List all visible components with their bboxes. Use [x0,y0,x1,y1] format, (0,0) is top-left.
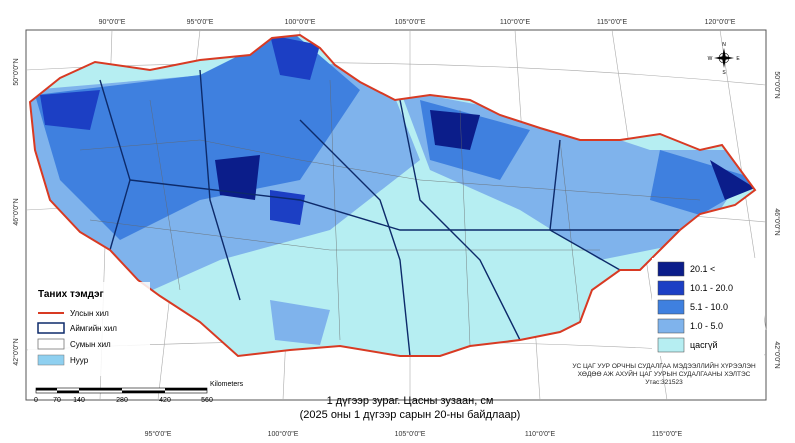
graticule-label: 50°0'0"N [773,71,781,98]
scale-tick-label: 0 [34,397,38,404]
scale-unit: Kilometers [210,381,244,388]
graticule-label: 95°0'0"E [187,18,214,26]
graticule-label: 120°0'0"E [705,18,736,26]
snow-legend-item: 1.0 - 5.0 [690,321,723,331]
graticule-label: 90°0'0"E [99,18,126,26]
scale-tick-label: 560 [201,397,213,404]
legend-item: Аймгийн хил [70,324,117,333]
credit-line: УС ЦАГ УУР ОРЧНЫ СУДАЛГАА МЭДЭЭЛЛИЙН ХҮР… [572,361,756,370]
snow-legend-item: 10.1 - 20.0 [690,283,733,293]
graticule-label: 42°0'0"N [773,341,781,368]
graticule-label: 95°0'0"E [145,430,172,438]
scale-tick-label: 140 [73,397,85,404]
graticule-label: 110°0'0"E [500,18,531,26]
compass-w: W [708,56,713,62]
graticule-label: 100°0'0"E [268,430,299,438]
snow-legend-item: 5.1 - 10.0 [690,302,728,312]
compass-n: N [722,42,726,48]
scale-tick-label: 280 [116,397,128,404]
graticule-label: 100°0'0"E [285,18,316,26]
legend-title: Таних тэмдэг [38,289,104,300]
compass: N S E W [708,42,741,76]
caption: 1 дүгээр зураг. Цасны зузаан, см (2025 о… [300,395,521,421]
graticule-label: 42°0'0"N [12,338,20,365]
legend-item: Нуур [70,356,89,365]
graticule-label: 115°0'0"E [652,430,683,438]
scale-tick-label: 420 [159,397,171,404]
graticule-label: 46°0'0"N [12,198,20,225]
graticule-label: 105°0'0"E [395,430,426,438]
credit: УС ЦАГ УУР ОРЧНЫ СУДАЛГАА МЭДЭЭЛЛИЙН ХҮР… [572,361,756,386]
compass-s: S [722,70,726,76]
snow-legend-item: цасгүй [690,340,717,350]
graticule-label: 110°0'0"E [525,430,556,438]
graticule-label: 46°0'0"N [773,208,781,235]
credit-line: Утас:321523 [645,379,683,386]
graticule-label: 115°0'0"E [597,18,628,26]
legend: Таних тэмдэг Улсын хил Аймгийн хил Сумын… [28,282,150,376]
legend-item: Улсын хил [70,309,109,318]
credit-line: ХӨДӨӨ АЖ АХУЙН ЦАГ УУРЫН СУДАЛГААНЫ ХЭЛТ… [578,369,751,378]
snow-legend: 20.1 < 10.1 - 20.0 5.1 - 10.0 1.0 - 5.0 … [652,258,764,356]
compass-e: E [736,56,740,62]
scale-bar: Kilometers [35,381,244,394]
graticule-label: 105°0'0"E [395,18,426,26]
caption-line: 1 дүгээр зураг. Цасны зузаан, см [327,395,494,407]
snow-legend-item: 20.1 < [690,264,715,274]
legend-item: Сумын хил [70,340,111,349]
graticule-label: 50°0'0"N [12,58,20,85]
caption-line: (2025 оны 1 дүгээр сарын 20-ны байдлаар) [300,409,521,421]
scale-tick-label: 70 [53,397,61,404]
